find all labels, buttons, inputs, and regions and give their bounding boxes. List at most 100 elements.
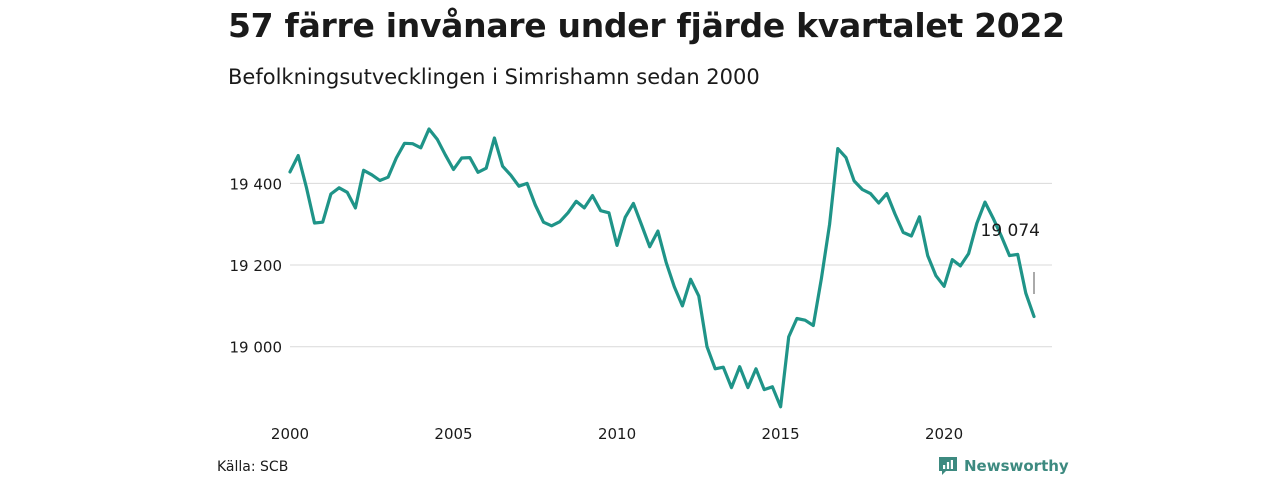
data-point	[893, 212, 896, 215]
data-point	[305, 186, 308, 189]
x-tick-label: 2000	[271, 425, 309, 443]
x-axis-ticks: 2000 2005 2010 2015 2020	[271, 425, 963, 443]
data-point	[640, 223, 643, 226]
data-point	[705, 345, 708, 348]
data-point	[738, 365, 741, 368]
data-point	[313, 221, 316, 224]
data-point	[354, 206, 357, 209]
data-point	[689, 278, 692, 281]
data-point	[526, 182, 529, 185]
data-point	[861, 188, 864, 191]
data-point	[877, 201, 880, 204]
data-point	[288, 170, 291, 173]
data-point	[632, 202, 635, 205]
data-point	[1016, 253, 1019, 256]
data-point	[844, 156, 847, 159]
data-point	[378, 179, 381, 182]
data-point	[591, 194, 594, 197]
data-point	[722, 366, 725, 369]
data-point	[1024, 292, 1027, 295]
data-point	[983, 201, 986, 204]
data-point	[321, 221, 324, 224]
annotation-group: 19 074	[981, 221, 1040, 294]
data-point	[517, 185, 520, 188]
data-point	[509, 174, 512, 177]
data-point	[664, 261, 667, 264]
data-point	[370, 173, 373, 176]
data-point	[346, 191, 349, 194]
data-point	[362, 169, 365, 172]
x-tick-label: 2010	[598, 425, 636, 443]
x-tick-label: 2015	[761, 425, 799, 443]
newsworthy-logo-icon	[939, 457, 957, 475]
data-point	[697, 294, 700, 297]
data-point	[485, 167, 488, 170]
data-point	[992, 216, 995, 219]
data-point	[942, 285, 945, 288]
data-point	[542, 221, 545, 224]
data-point	[624, 216, 627, 219]
data-point	[607, 211, 610, 214]
brand-name: Newsworthy	[964, 457, 1069, 475]
data-point	[967, 252, 970, 255]
y-tick-label: 19 000	[230, 339, 283, 357]
data-point	[779, 405, 782, 408]
data-point	[452, 168, 455, 171]
data-point	[575, 200, 578, 203]
data-point	[763, 388, 766, 391]
data-point	[387, 176, 390, 179]
series-line	[288, 127, 1036, 409]
data-point	[951, 258, 954, 261]
data-point	[1008, 254, 1011, 257]
data-point	[714, 367, 717, 370]
brand-logo[interactable]: Newsworthy	[938, 456, 1069, 476]
data-point	[795, 317, 798, 320]
data-point	[501, 165, 504, 168]
y-axis-ticks: 19 000 19 200 19 400	[230, 175, 283, 356]
data-point	[820, 277, 823, 280]
data-point	[419, 146, 422, 149]
data-point	[395, 156, 398, 159]
y-tick-label: 19 200	[230, 257, 283, 275]
data-point	[566, 211, 569, 214]
data-point	[673, 285, 676, 288]
data-point	[468, 156, 471, 159]
data-point	[599, 209, 602, 212]
data-point	[403, 142, 406, 145]
data-point	[902, 231, 905, 234]
data-point	[787, 335, 790, 338]
data-point	[329, 192, 332, 195]
y-tick-label: 19 400	[230, 175, 283, 193]
data-point	[648, 245, 651, 248]
data-point	[885, 192, 888, 195]
chart-subtitle: Befolkningsutvecklingen i Simrishamn sed…	[228, 65, 760, 89]
data-point	[771, 385, 774, 388]
data-point	[812, 324, 815, 327]
data-point	[583, 206, 586, 209]
data-point	[934, 274, 937, 277]
data-point	[476, 171, 479, 174]
data-point	[460, 156, 463, 159]
annotation-label: 19 074	[981, 221, 1040, 241]
data-point	[615, 244, 618, 247]
data-point	[534, 203, 537, 206]
data-point	[836, 147, 839, 150]
grid-lines	[290, 182, 1052, 348]
data-point	[975, 222, 978, 225]
data-point	[1032, 315, 1035, 318]
data-point	[427, 127, 430, 130]
data-point	[926, 254, 929, 257]
data-point	[869, 192, 872, 195]
data-point	[828, 223, 831, 226]
data-point	[754, 367, 757, 370]
x-tick-label: 2005	[434, 425, 472, 443]
x-tick-label: 2020	[925, 425, 963, 443]
data-point	[910, 234, 913, 237]
data-point	[803, 319, 806, 322]
data-point	[550, 224, 553, 227]
data-point	[297, 154, 300, 157]
data-point	[444, 153, 447, 156]
data-point	[493, 136, 496, 139]
series-group	[288, 127, 1036, 409]
